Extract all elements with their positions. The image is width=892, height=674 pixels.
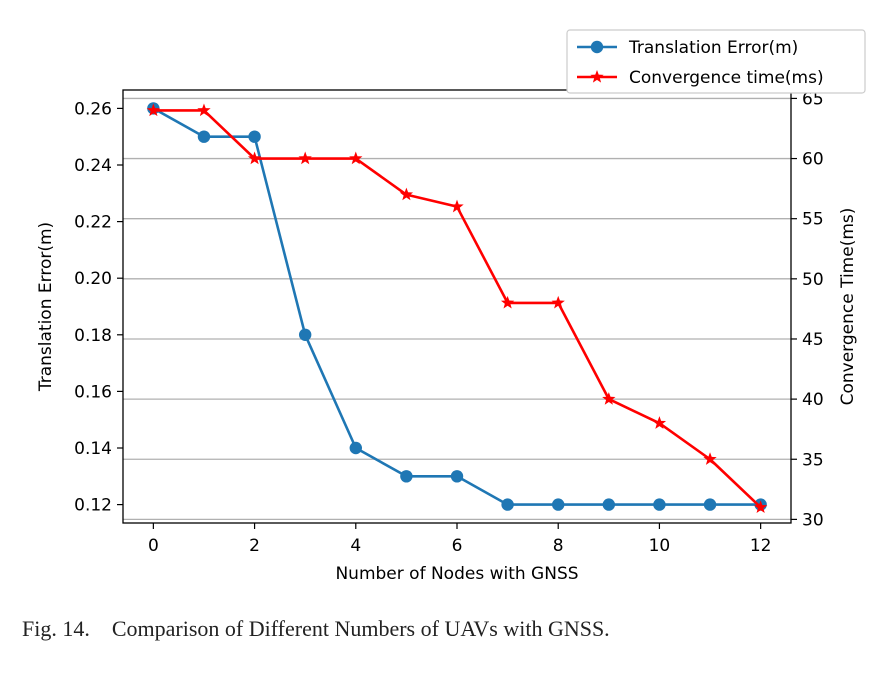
y-right-tick-label: 40 [802, 390, 824, 410]
x-axis-title: Number of Nodes with GNSS [335, 564, 578, 584]
y-right-tick-label: 55 [802, 210, 824, 230]
y-right-tick-label: 60 [802, 150, 824, 170]
data-point [197, 103, 211, 117]
x-tick-label: 0 [148, 536, 159, 556]
y-left-tick-label: 0.26 [74, 99, 112, 119]
y-left-tick-label: 0.18 [74, 326, 112, 346]
y-right-tick-label: 65 [802, 89, 824, 109]
series-line [152, 107, 761, 506]
series-line [153, 109, 762, 509]
x-tick-label: 2 [249, 536, 260, 556]
data-point [652, 416, 667, 429]
x-tick-label: 8 [553, 536, 564, 556]
plot-frame [122, 89, 792, 524]
y-right-tick-label: 45 [802, 330, 824, 350]
data-point [602, 392, 616, 405]
x-tick-label: 6 [452, 536, 463, 556]
legend-frame [566, 29, 866, 94]
y-left-tick-label: 0.14 [74, 439, 112, 459]
y-left-tick-label: 0.12 [74, 496, 112, 516]
data-point [248, 130, 261, 143]
y-left-tick-label: 0.24 [74, 156, 112, 176]
data-point [450, 470, 464, 483]
data-point [450, 199, 464, 213]
data-point [753, 500, 768, 514]
data-point [197, 130, 211, 143]
data-point [399, 187, 414, 201]
data-point [653, 498, 666, 511]
x-tick-label: 4 [350, 536, 361, 556]
y-left-tick-label: 0.16 [74, 382, 112, 402]
data-point [400, 470, 413, 483]
figure-caption: Fig. 14. Comparison of Different Numbers… [22, 616, 882, 642]
y-left-tick-label: 0.20 [74, 269, 112, 289]
y-right-tick-label: 50 [802, 270, 824, 290]
data-point [298, 151, 312, 165]
data-point [703, 498, 717, 511]
data-point [552, 498, 565, 511]
data-point [500, 295, 515, 309]
data-point [551, 295, 565, 309]
legend-marker [590, 40, 604, 54]
data-point [247, 151, 262, 165]
y-left-tick-label: 0.22 [74, 213, 112, 233]
series-layer [146, 102, 768, 514]
series-1 [147, 102, 767, 511]
y-right-tick-label: 30 [802, 510, 824, 530]
legend-label: Convergence time(ms) [629, 68, 824, 88]
x-tick-label: 12 [750, 536, 772, 556]
caption-text: Comparison of Different Numbers of UAVs … [111, 616, 610, 641]
data-point [146, 103, 161, 117]
series-2 [146, 103, 768, 514]
legend-label: Translation Error(m) [628, 38, 798, 58]
y-axis-left-title: Translation Error(m) [36, 222, 56, 392]
legend: Translation Error(m) Convergence time(ms) [566, 29, 866, 94]
data-point [703, 452, 717, 465]
grid-lines [123, 97, 791, 521]
y-right-tick-label: 35 [802, 450, 824, 470]
x-tick-label: 10 [649, 536, 671, 556]
data-point [349, 441, 362, 455]
data-point [602, 498, 616, 511]
data-point [349, 151, 363, 165]
data-point [298, 328, 312, 342]
y-axis-right-title: Convergence Time(ms) [838, 208, 858, 406]
legend-marker [590, 70, 604, 83]
data-point [501, 498, 514, 511]
caption-label: Fig. 14. [22, 616, 90, 641]
axes: 0 2 4 6 8 10 12 0.12 0.14 0.16 0.18 0.20 0.22 0.24 0.2… [74, 89, 824, 556]
